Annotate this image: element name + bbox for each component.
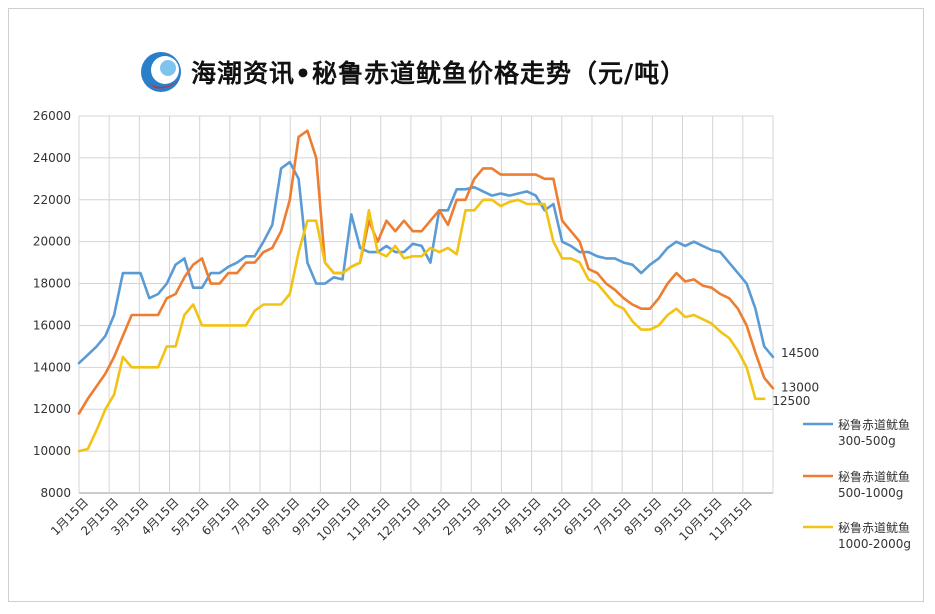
y-tick-label: 12000 (33, 402, 71, 416)
legend-label: 500-1000g (838, 486, 903, 500)
end-value-label: 14500 (781, 346, 819, 360)
legend-label: 300-500g (838, 434, 896, 448)
legend-label: 1000-2000g (838, 537, 911, 551)
series-lines (77, 129, 775, 453)
chart-frame: 海潮资讯•秘鲁赤道鱿鱼价格走势（元/吨） (8, 8, 924, 602)
y-tick-label: 26000 (33, 109, 71, 123)
series-line (77, 198, 766, 453)
title-row: 海潮资讯•秘鲁赤道鱿鱼价格走势（元/吨） (139, 47, 686, 97)
legend-label: 秘鲁赤道鱿鱼 (838, 417, 910, 432)
y-tick-label: 16000 (33, 318, 71, 332)
y-tick-label: 10000 (33, 444, 71, 458)
series-line (77, 129, 775, 415)
y-tick-label: 22000 (33, 193, 71, 207)
x-axis-tick-labels: 1月15日2月15日3月15日4月15日5月15日6月15日7月15日8月15日… (48, 495, 755, 543)
haichao-logo-icon (141, 52, 181, 92)
y-axis-tick-labels: 8000 10000 12000 14000 16000 18000 20000 22000 2… (33, 109, 71, 500)
y-tick-label: 18000 (33, 277, 71, 291)
legend-label: 秘鲁赤道鱿鱼 (838, 469, 910, 484)
chart-title: 海潮资讯•秘鲁赤道鱿鱼价格走势（元/吨） (191, 59, 687, 88)
series-line (77, 160, 775, 365)
end-value-label: 12500 (772, 394, 810, 408)
legend: 秘鲁赤道鱿鱼 300-500g 秘鲁赤道鱿鱼 500-1000g 秘鲁赤道鱿鱼 1000-… (803, 417, 911, 551)
end-value-label: 13000 (781, 380, 819, 394)
y-tick-label: 24000 (33, 151, 71, 165)
y-tick-label: 8000 (40, 486, 71, 500)
y-tick-label: 14000 (33, 360, 71, 374)
y-tick-label: 20000 (33, 235, 71, 249)
legend-label: 秘鲁赤道鱿鱼 (838, 520, 910, 535)
grid-lines (78, 115, 774, 494)
